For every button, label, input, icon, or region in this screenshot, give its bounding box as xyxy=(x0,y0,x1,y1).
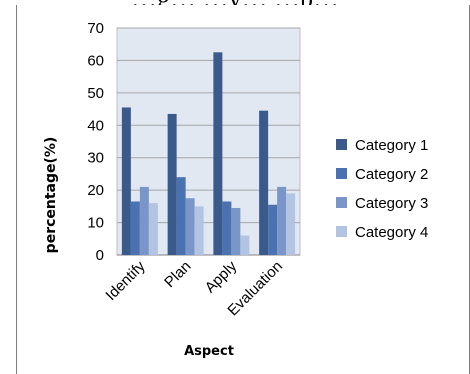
y-tick-label: 0 xyxy=(96,247,104,264)
bar-category-4-evaluation xyxy=(286,193,296,255)
legend-label: Category 1 xyxy=(355,137,428,154)
bar-category-4-apply xyxy=(240,235,250,255)
bar-category-3-apply xyxy=(231,207,241,255)
y-tick-label: 30 xyxy=(87,150,104,167)
y-tick-label: 20 xyxy=(87,182,104,199)
legend: Category 1 Category 2 Category 3 Category 4 xyxy=(336,137,428,241)
bar-category-2-plan xyxy=(176,177,186,255)
bar-category-2-apply xyxy=(222,201,232,255)
y-tick-label: 50 xyxy=(87,85,104,102)
bar-category-4-identify xyxy=(148,203,158,255)
bar-category-1-plan xyxy=(167,113,177,255)
y-axis-ticks: 0 10 20 30 40 50 60 70 xyxy=(87,20,104,264)
legend-label: Category 4 xyxy=(355,224,428,241)
y-tick-label: 10 xyxy=(87,215,104,232)
legend-label: Category 2 xyxy=(355,166,428,183)
legend-swatch xyxy=(336,139,347,150)
legend-label: Category 3 xyxy=(355,195,428,212)
x-category-label: Identify xyxy=(102,257,149,304)
legend-swatch xyxy=(336,226,347,237)
bar-category-4-plan xyxy=(194,206,204,255)
legend-swatch xyxy=(336,197,347,208)
y-tick-label: 60 xyxy=(87,52,104,69)
bar-category-1-apply xyxy=(213,52,223,256)
y-tick-label: 40 xyxy=(87,117,104,134)
bar-category-1-identify xyxy=(121,107,131,255)
y-tick-label: 70 xyxy=(87,20,104,37)
bar-category-2-identify xyxy=(130,201,140,255)
bar-category-3-evaluation xyxy=(277,186,287,255)
bar-category-2-evaluation xyxy=(268,204,278,255)
x-category-label: Plan xyxy=(161,258,194,291)
legend-swatch xyxy=(336,168,347,179)
x-category-label: Apply xyxy=(202,257,241,296)
bars xyxy=(121,52,296,256)
x-axis-title: Aspect xyxy=(184,344,234,359)
bar-category-3-plan xyxy=(185,198,195,255)
y-axis-title: percentage(%) xyxy=(43,137,59,254)
bar-category-1-evaluation xyxy=(259,110,269,255)
bar-category-3-identify xyxy=(139,186,149,255)
